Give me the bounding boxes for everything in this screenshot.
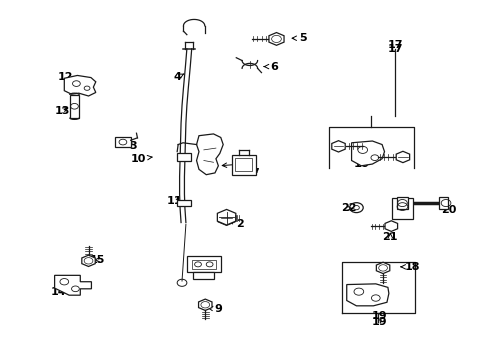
Text: 2: 2 (229, 219, 244, 229)
Polygon shape (196, 134, 223, 175)
Polygon shape (218, 211, 235, 225)
Text: 3: 3 (127, 141, 137, 151)
Text: 7: 7 (251, 168, 259, 178)
Text: 12: 12 (58, 72, 77, 82)
Bar (232, 155, 256, 175)
Polygon shape (269, 32, 284, 45)
Text: 5: 5 (292, 33, 307, 43)
Text: 13: 13 (54, 106, 70, 116)
Polygon shape (218, 210, 236, 225)
Bar (235, 158, 252, 171)
Bar (192, 260, 216, 269)
Bar (115, 137, 131, 147)
Text: 15: 15 (90, 255, 105, 265)
Polygon shape (54, 275, 92, 295)
Bar (439, 197, 448, 209)
Text: 8: 8 (204, 257, 215, 266)
Text: 4: 4 (173, 72, 184, 82)
Text: 11: 11 (167, 196, 182, 206)
Text: 9: 9 (208, 304, 222, 314)
Text: 6: 6 (264, 62, 278, 72)
Bar (70, 95, 79, 118)
Polygon shape (198, 299, 212, 310)
Text: 16: 16 (353, 159, 369, 169)
Polygon shape (376, 262, 390, 274)
Text: 17: 17 (388, 44, 403, 54)
Text: 18: 18 (401, 262, 420, 272)
Text: 14: 14 (50, 287, 70, 297)
Text: 17: 17 (388, 40, 403, 50)
Text: 19: 19 (372, 311, 388, 321)
Text: 22: 22 (342, 203, 357, 213)
Bar (396, 197, 408, 209)
Polygon shape (385, 221, 397, 231)
Text: 20: 20 (441, 205, 456, 215)
Polygon shape (352, 141, 385, 166)
Text: 10: 10 (131, 154, 152, 164)
Bar (177, 200, 191, 206)
Bar (177, 153, 191, 161)
Polygon shape (347, 284, 389, 306)
Polygon shape (82, 255, 95, 266)
Text: 19: 19 (372, 317, 388, 327)
Bar (392, 198, 413, 219)
Polygon shape (64, 76, 96, 96)
Text: 21: 21 (383, 232, 398, 242)
Polygon shape (396, 151, 410, 163)
Polygon shape (332, 141, 345, 152)
Bar (193, 272, 215, 279)
Text: 1: 1 (222, 159, 246, 169)
Bar (187, 256, 221, 272)
